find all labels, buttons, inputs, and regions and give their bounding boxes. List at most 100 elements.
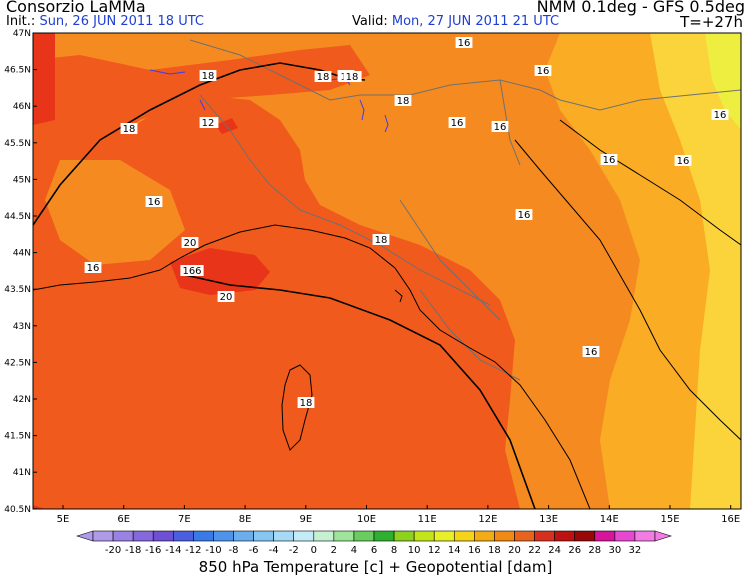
lake-annecy xyxy=(199,99,206,111)
contour-label: 18 xyxy=(202,71,215,82)
contour-label: 16 xyxy=(603,155,616,166)
colorbar-swatch xyxy=(594,530,616,542)
colorbar-swatch xyxy=(433,530,455,542)
lat-label: 44.5N xyxy=(4,212,31,222)
contour-label-bg xyxy=(314,71,332,82)
contour-north xyxy=(33,62,366,226)
contour-label-bg xyxy=(372,234,390,245)
colorbar-swatch xyxy=(574,530,596,542)
colorbar-tick-label: -6 xyxy=(249,545,259,556)
colorbar-swatch xyxy=(233,530,254,542)
valid-value: Mon, 27 JUN 2011 21 UTC xyxy=(391,14,560,29)
field-20-sw xyxy=(33,505,45,509)
contour-label-bg xyxy=(199,117,217,128)
contour-label-bg xyxy=(181,237,199,248)
field-20-ligurian xyxy=(170,248,270,295)
contour-label: 18 xyxy=(375,235,388,246)
colorbar-swatch xyxy=(413,530,435,542)
valid-label: Valid: xyxy=(352,14,388,29)
lat-label: 42N xyxy=(13,395,31,405)
colorbar-tick-label: -12 xyxy=(185,545,201,556)
lead-time: T=+27h xyxy=(680,13,743,31)
border-apennines xyxy=(399,199,501,321)
border-alps xyxy=(189,39,561,101)
lat-label: 46N xyxy=(13,102,31,112)
colorbar-tick-label: -20 xyxy=(105,545,121,556)
colorbar-swatch xyxy=(353,530,375,542)
colorbar-swatch xyxy=(132,530,154,542)
org-title: Consorzio LaMMa xyxy=(6,0,146,16)
contour-label: 16 xyxy=(518,210,531,221)
colorbar-tick-label: 24 xyxy=(548,545,561,556)
colorbar-swatch xyxy=(213,530,234,542)
colorbar-swatch xyxy=(92,530,114,542)
borders xyxy=(189,39,741,381)
field-16-18 xyxy=(33,33,741,509)
corsica xyxy=(281,364,313,451)
contour-label-bg xyxy=(145,196,163,207)
colorbar-swatch xyxy=(494,530,515,542)
lat-label: 41.5N xyxy=(4,432,31,442)
contour-label-bg xyxy=(582,346,600,357)
lat-label: 41N xyxy=(13,468,31,478)
field-16-west xyxy=(45,160,185,265)
field-20-nw xyxy=(33,33,55,125)
colorbar-swatch xyxy=(373,530,395,542)
contour-label: 18 xyxy=(346,72,359,83)
contour-label-bg xyxy=(394,95,412,106)
init-label: Init.: xyxy=(6,14,36,29)
colorbar-swatch xyxy=(393,530,415,542)
lat-label: 43.5N xyxy=(4,285,31,295)
contour-label: 16 xyxy=(87,263,100,274)
field-16-north xyxy=(33,33,330,60)
colorbar-tick-label: -16 xyxy=(145,545,161,556)
longitude-axis: 5E 6E 7E 8E 9E 10E 11E 12E 13E 14E 15E 16E xyxy=(57,505,740,525)
colorbar-tick-label: 14 xyxy=(448,545,461,556)
colorbar-tick-label: -14 xyxy=(165,545,181,556)
field-10-12 xyxy=(705,33,741,130)
colorbar-tick-label: -10 xyxy=(205,545,221,556)
colorbar-caption: 850 hPa Temperature [c] + Geopotential [… xyxy=(198,558,553,576)
contour-label-bg xyxy=(674,155,692,166)
contour-label-bg xyxy=(455,37,473,48)
lon-label: 9E xyxy=(299,514,312,525)
colorbar-swatch xyxy=(554,530,576,542)
colorbar-tick-label: 20 xyxy=(508,545,521,556)
colorbar: -20 -18 -16 -14 -12 -10 -8 -6 -4 -2 0 2 4 6 8 10 12 14 16 1… xyxy=(75,530,673,556)
contour-label-bg xyxy=(600,154,618,165)
contour-label: 20 xyxy=(184,238,197,249)
field-12-14 xyxy=(650,33,741,509)
contour-label: 20 xyxy=(220,292,233,303)
lon-label: 6E xyxy=(117,514,130,525)
elba xyxy=(394,289,403,303)
contour-label: 16 xyxy=(677,156,690,167)
colorbar-tick-label: 6 xyxy=(371,545,377,556)
lon-label: 15E xyxy=(660,514,679,525)
lake-geneva xyxy=(149,69,186,75)
contour-label: 18 xyxy=(317,72,330,83)
colorbar-tick-label: 32 xyxy=(629,545,642,556)
latitude-axis: 47N 46.5N 46N 45.5N 45N 44.5N 44N 43.5N 43N 42.5N… xyxy=(4,29,37,515)
colorbar-tick-label: -18 xyxy=(125,545,141,556)
colorbar-tick-label: 2 xyxy=(331,545,337,556)
coast-adriatic-east xyxy=(559,119,741,246)
contour-label-bg xyxy=(711,109,729,120)
colorbar-swatch xyxy=(634,530,656,542)
model-title: NMM 0.1deg - GFS 0.5deg xyxy=(536,0,745,16)
init-value: Sun, 26 JUN 2011 18 UTC xyxy=(39,14,204,29)
geopotential-contours xyxy=(33,62,536,509)
lat-label: 47N xyxy=(13,29,31,39)
contour-label-bg xyxy=(297,397,315,408)
colorbar-tick-label: 28 xyxy=(588,545,601,556)
contour-label: 16 xyxy=(494,122,507,133)
field-18-alps xyxy=(33,45,370,205)
colorbar-swatch xyxy=(193,530,214,542)
colorbar-swatch xyxy=(514,530,535,542)
coastlines xyxy=(33,119,741,509)
contour-label: 16 xyxy=(585,347,598,358)
colorbar-tick-label: 10 xyxy=(408,545,421,556)
border-regions xyxy=(299,209,491,306)
lon-label: 12E xyxy=(478,514,497,525)
colorbar-swatch xyxy=(453,530,475,542)
lon-label: 10E xyxy=(357,514,376,525)
